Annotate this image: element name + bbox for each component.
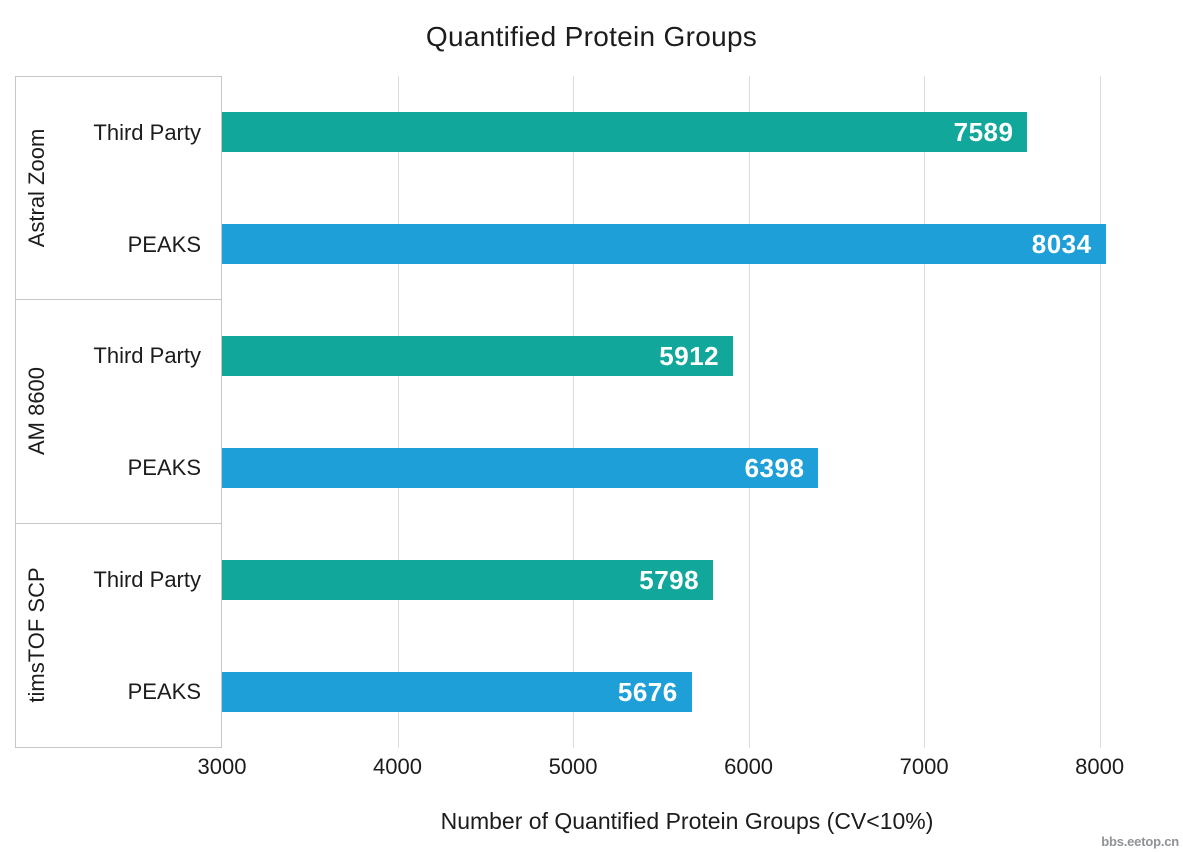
bar-value-label: 5798 — [639, 564, 700, 595]
category-tick-label: PEAKS — [127, 232, 201, 257]
bar-peaks: 6398 — [222, 448, 819, 488]
group-axis-label: timsTOF SCP — [24, 567, 49, 703]
category-tick-label: Third Party — [93, 120, 201, 145]
y-axis-label-box: Astral Zoom Third Party PEAKS AM 8600 Third … — [15, 76, 222, 748]
plot-area: 7589 8034 5912 6398 5798 5676 — [222, 76, 1183, 748]
gridline — [924, 76, 926, 748]
category-tick-label: PEAKS — [127, 455, 201, 481]
group-section: AM 8600 Third Party PEAKS — [16, 300, 221, 524]
x-tick-label: 6000 — [724, 754, 774, 779]
category-tick-label: Third Party — [93, 343, 201, 369]
x-tick-label: 3000 — [197, 754, 247, 779]
gridline — [1099, 76, 1101, 748]
gridline — [573, 76, 575, 748]
gridline — [748, 76, 750, 748]
bar-third-party: 5912 — [222, 336, 734, 376]
bar-value-label: 6398 — [744, 452, 805, 483]
gridline — [397, 76, 399, 748]
x-tick-label: 7000 — [899, 754, 949, 779]
x-tick-label: 5000 — [548, 754, 598, 779]
bar-value-label: 7589 — [953, 116, 1014, 147]
group-axis-label: AM 8600 — [24, 367, 49, 456]
group-axis-label: Astral Zoom — [24, 128, 49, 248]
bar-value-label: 8034 — [1031, 228, 1092, 259]
group-section: timsTOF SCP Third Party PEAKS — [16, 524, 221, 747]
group-section: Astral Zoom Third Party PEAKS — [16, 77, 221, 301]
x-tick-label: 8000 — [1075, 754, 1125, 779]
watermark-text: bbs.eetop.cn — [1101, 834, 1179, 849]
x-axis-title: Number of Quantified Protein Groups (CV<… — [440, 808, 934, 834]
category-tick-label: PEAKS — [127, 678, 201, 704]
bar-value-label: 5676 — [617, 676, 678, 707]
bar-peaks: 5676 — [222, 672, 692, 712]
bar-peaks: 8034 — [222, 224, 1106, 264]
bar-value-label: 5912 — [659, 340, 720, 371]
x-tick-label: 4000 — [373, 754, 422, 779]
chart-title: Quantified Protein Groups — [425, 21, 758, 52]
bar-third-party: 7589 — [222, 112, 1028, 152]
x-axis-tick-row: 3000 4000 5000 6000 7000 8000 — [198, 754, 1183, 784]
bar-third-party: 5798 — [222, 560, 714, 600]
category-tick-label: Third Party — [93, 566, 201, 592]
